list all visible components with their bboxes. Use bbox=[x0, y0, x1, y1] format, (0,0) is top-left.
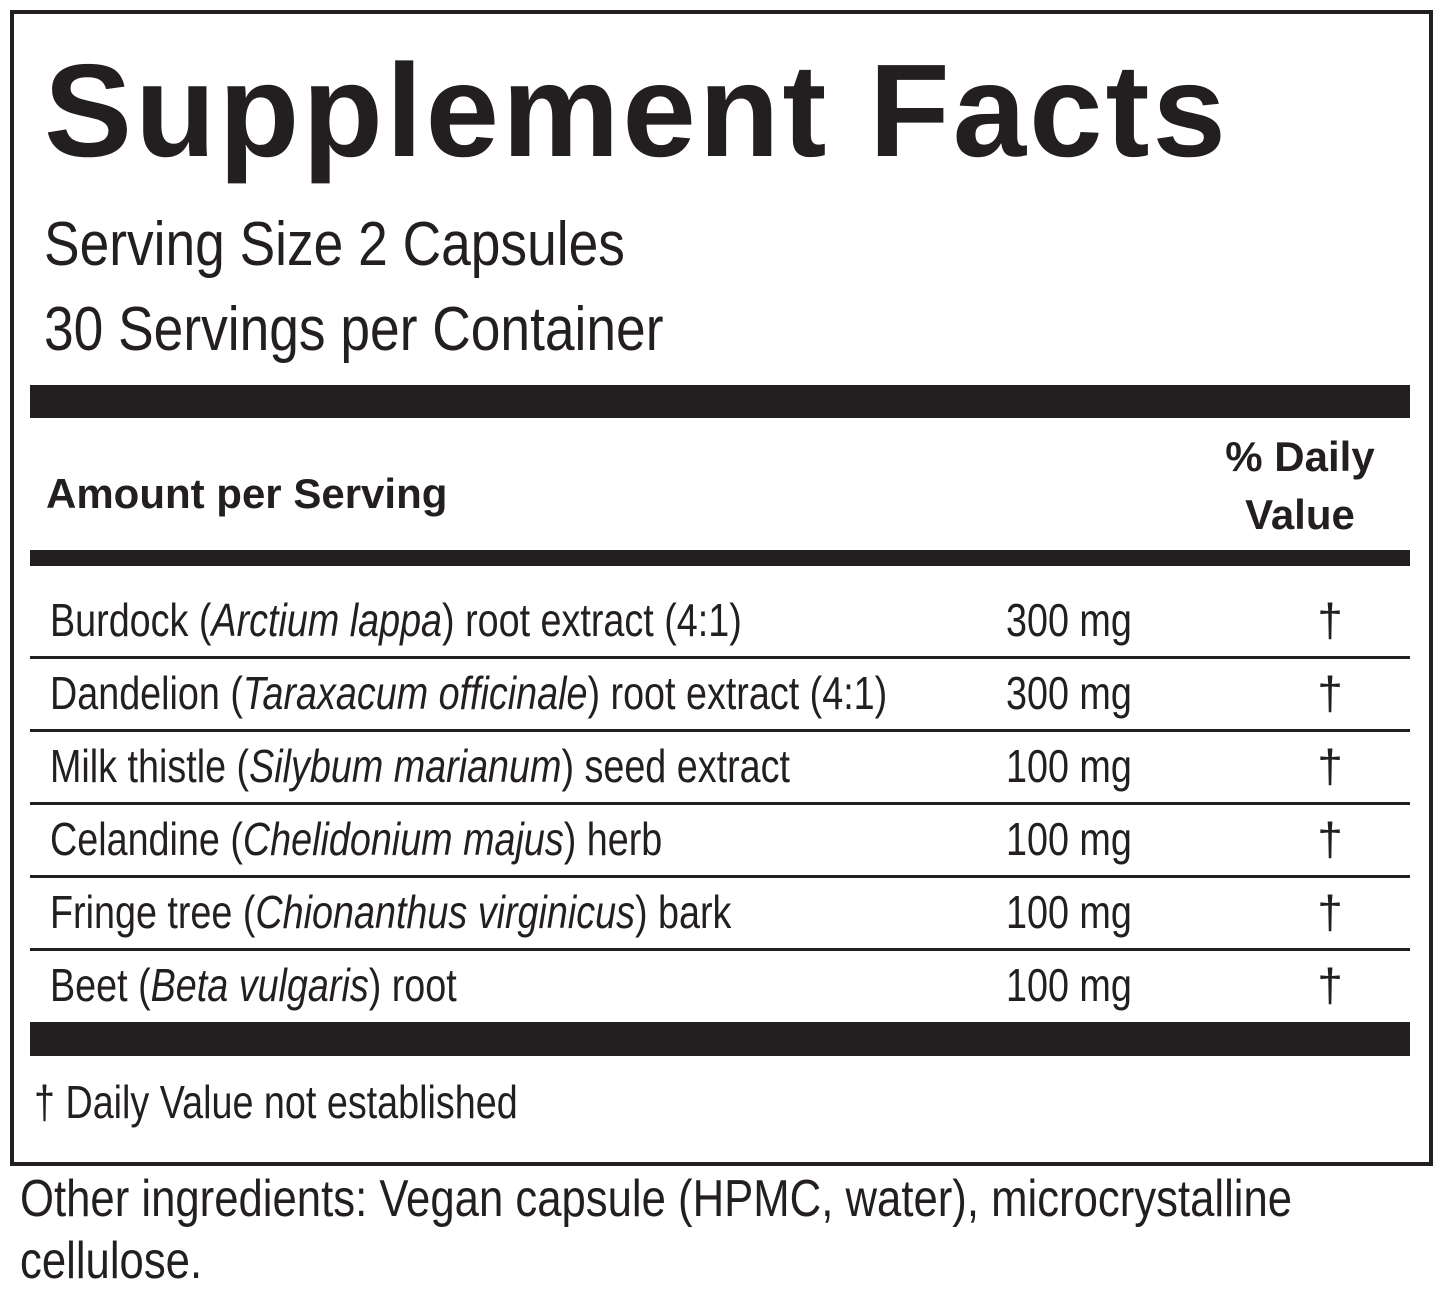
name-text: ) seed extract bbox=[561, 740, 790, 792]
amount: 100 mg bbox=[1006, 740, 1132, 792]
latin-name: Chelidonium majus bbox=[242, 813, 564, 865]
name-text: ) root bbox=[368, 959, 457, 1011]
ingredient-name: Fringe tree (Chionanthus virginicus) bar… bbox=[50, 882, 731, 942]
label-border bbox=[10, 10, 1433, 1166]
other-ingredients: Other ingredients: Vegan capsule (HPMC, … bbox=[20, 1170, 1293, 1290]
daily-value-header: % Daily Value bbox=[1225, 433, 1375, 538]
medium-bar bbox=[30, 550, 1410, 566]
latin-name: Chionanthus virginicus bbox=[255, 886, 635, 938]
latin-name: Beta vulgaris bbox=[150, 959, 369, 1011]
ingredient-name: Burdock (Arctium lappa) root extract (4:… bbox=[50, 590, 742, 650]
amount: 100 mg bbox=[1006, 813, 1132, 865]
name-text: ) herb bbox=[563, 813, 663, 865]
name-text: Celandine ( bbox=[50, 813, 243, 865]
name-text: Milk thistle ( bbox=[50, 740, 250, 792]
ingredient-name: Milk thistle (Silybum marianum) seed ext… bbox=[50, 736, 790, 796]
row-separator bbox=[30, 802, 1410, 805]
name-text: Beet ( bbox=[50, 959, 151, 1011]
row-separator bbox=[30, 875, 1410, 878]
amount: 300 mg bbox=[1006, 594, 1132, 646]
name-text: Burdock ( bbox=[50, 594, 212, 646]
latin-name: Taraxacum officinale bbox=[242, 667, 588, 719]
ingredient-name: Celandine (Chelidonium majus) herb bbox=[50, 809, 662, 869]
name-text: Fringe tree ( bbox=[50, 886, 256, 938]
daily-value: † bbox=[1317, 886, 1343, 938]
servings-per-container: 30 Servings per Container bbox=[44, 295, 664, 364]
ingredient-name: Dandelion (Taraxacum officinale) root ex… bbox=[50, 663, 887, 723]
name-text: Dandelion ( bbox=[50, 667, 243, 719]
ingredient-name: Beet (Beta vulgaris) root bbox=[50, 955, 457, 1015]
latin-name: Arctium lappa bbox=[211, 594, 443, 646]
name-text: ) root extract (4:1) bbox=[442, 594, 742, 646]
daily-value: † bbox=[1317, 740, 1343, 792]
daily-value: † bbox=[1317, 667, 1343, 719]
thick-bar bbox=[30, 1022, 1410, 1056]
amount: 300 mg bbox=[1006, 667, 1132, 719]
row-separator bbox=[30, 656, 1410, 659]
daily-value: † bbox=[1317, 813, 1343, 865]
row-separator bbox=[30, 948, 1410, 951]
daily-value: † bbox=[1317, 959, 1343, 1011]
name-text: ) bark bbox=[634, 886, 732, 938]
latin-name: Silybum marianum bbox=[249, 740, 562, 792]
name-text: ) root extract (4:1) bbox=[587, 667, 888, 719]
row-separator bbox=[30, 729, 1410, 732]
title: Supplement Facts bbox=[44, 37, 1229, 184]
daily-value: † bbox=[1317, 594, 1343, 646]
serving-size: Serving Size 2 Capsules bbox=[44, 210, 625, 279]
amount: 100 mg bbox=[1006, 959, 1132, 1011]
footnote: † Daily Value not established bbox=[34, 1076, 518, 1128]
amount-header: Amount per Serving bbox=[46, 470, 448, 517]
amount: 100 mg bbox=[1006, 886, 1132, 938]
thick-bar bbox=[30, 385, 1410, 418]
